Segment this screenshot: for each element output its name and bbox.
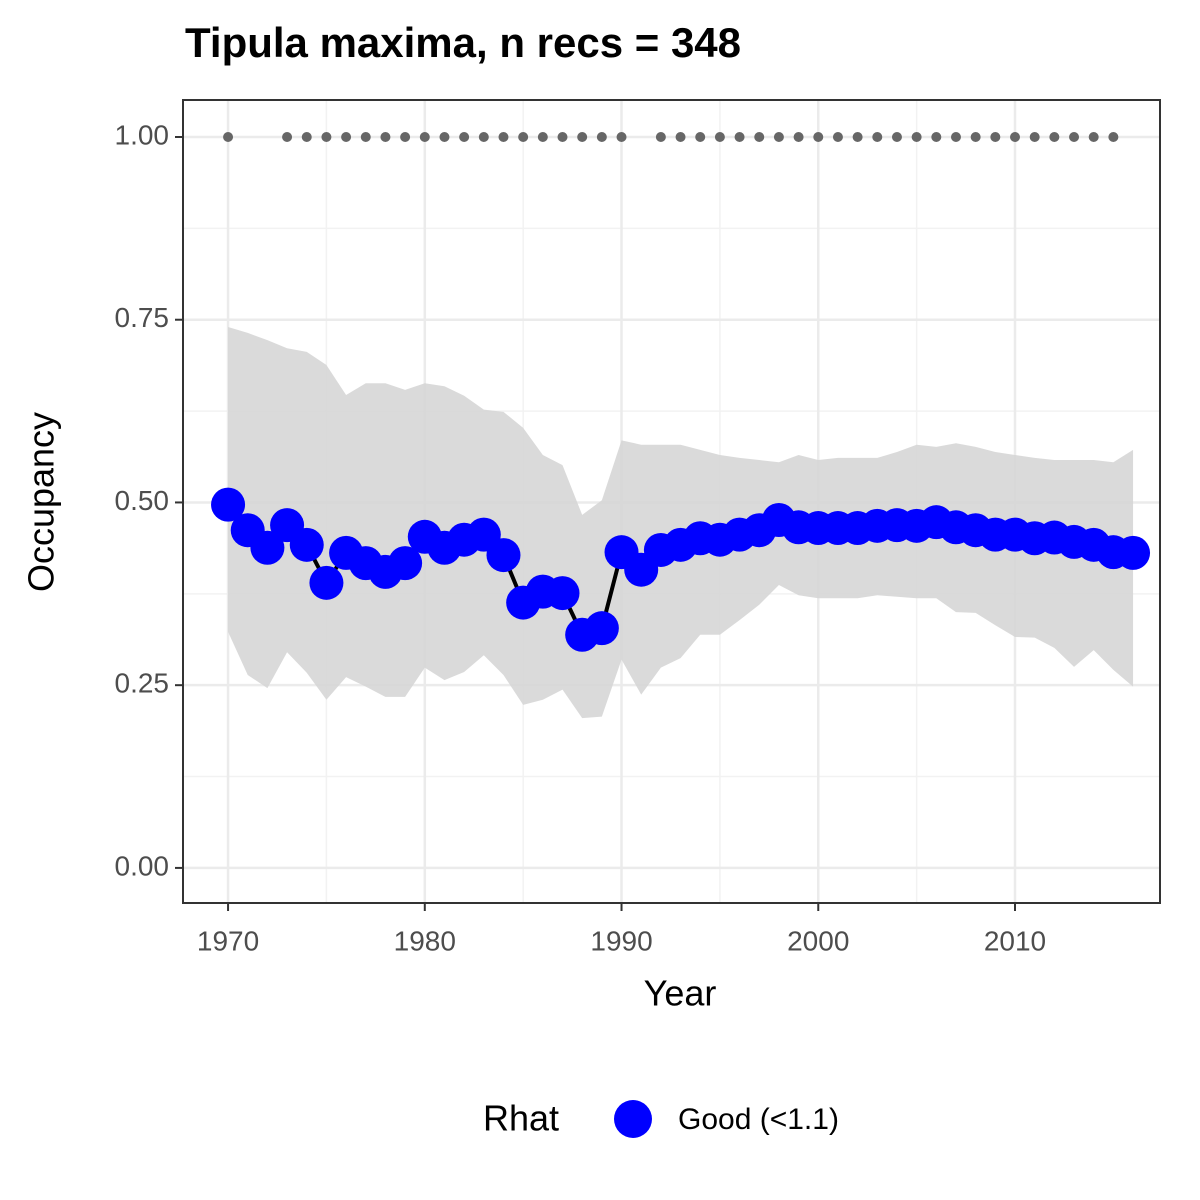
data-point	[289, 527, 324, 562]
record-point	[557, 131, 568, 142]
record-point	[950, 131, 961, 142]
x-tick-label: 1980	[394, 925, 456, 956]
x-tick-label: 1990	[590, 925, 652, 956]
record-point	[931, 131, 942, 142]
y-tick-label: 0.25	[115, 668, 170, 699]
data-point	[309, 565, 344, 600]
record-point	[301, 131, 312, 142]
chart-title: Tipula maxima, n recs = 348	[185, 19, 741, 66]
record-point	[459, 131, 470, 142]
record-point	[970, 131, 981, 142]
record-point	[832, 131, 843, 142]
y-tick-label: 1.00	[115, 119, 170, 150]
y-axis-label: Occupancy	[21, 412, 62, 592]
record-point	[1049, 131, 1060, 142]
legend-label: Good (<1.1)	[678, 1103, 839, 1136]
record-point	[380, 131, 391, 142]
record-point	[321, 131, 332, 142]
record-point	[400, 131, 411, 142]
data-point	[545, 576, 580, 611]
record-point	[990, 131, 1001, 142]
confidence-band	[228, 327, 1134, 719]
record-point	[478, 131, 489, 142]
x-tick-label: 2000	[787, 925, 849, 956]
record-point	[419, 131, 430, 142]
data-point	[584, 611, 619, 646]
record-point	[754, 131, 765, 142]
record-point	[1069, 131, 1080, 142]
record-point	[1029, 131, 1040, 142]
record-point	[223, 131, 234, 142]
data-point	[388, 546, 423, 581]
record-point	[341, 131, 352, 142]
record-point	[537, 131, 548, 142]
record-point	[773, 131, 784, 142]
record-point	[360, 131, 371, 142]
record-point	[872, 131, 883, 142]
record-point	[596, 131, 607, 142]
legend-marker	[614, 1100, 652, 1138]
x-tick-label: 1970	[197, 925, 259, 956]
data-point	[1116, 535, 1151, 570]
record-point	[1010, 131, 1021, 142]
record-point	[891, 131, 902, 142]
record-point	[282, 131, 293, 142]
y-tick-label: 0.75	[115, 302, 170, 333]
record-point	[813, 131, 824, 142]
data-point	[250, 530, 285, 565]
record-point	[498, 131, 509, 142]
record-point	[655, 131, 666, 142]
record-point	[1108, 131, 1119, 142]
record-point	[695, 131, 706, 142]
record-point	[675, 131, 686, 142]
data-point	[211, 487, 246, 522]
record-point	[1088, 131, 1099, 142]
record-point	[734, 131, 745, 142]
record-point	[518, 131, 529, 142]
x-axis-label: Year	[644, 973, 717, 1014]
record-point	[616, 131, 627, 142]
record-point	[911, 131, 922, 142]
y-tick-label: 0.50	[115, 485, 170, 516]
y-tick-label: 0.00	[115, 850, 170, 881]
record-point	[793, 131, 804, 142]
data-point	[486, 538, 521, 573]
x-tick-label: 2010	[984, 925, 1046, 956]
legend-title: Rhat	[483, 1098, 559, 1139]
plot-border	[182, 99, 1161, 904]
record-point	[577, 131, 588, 142]
record-point	[714, 131, 725, 142]
record-point	[852, 131, 863, 142]
record-point	[439, 131, 450, 142]
